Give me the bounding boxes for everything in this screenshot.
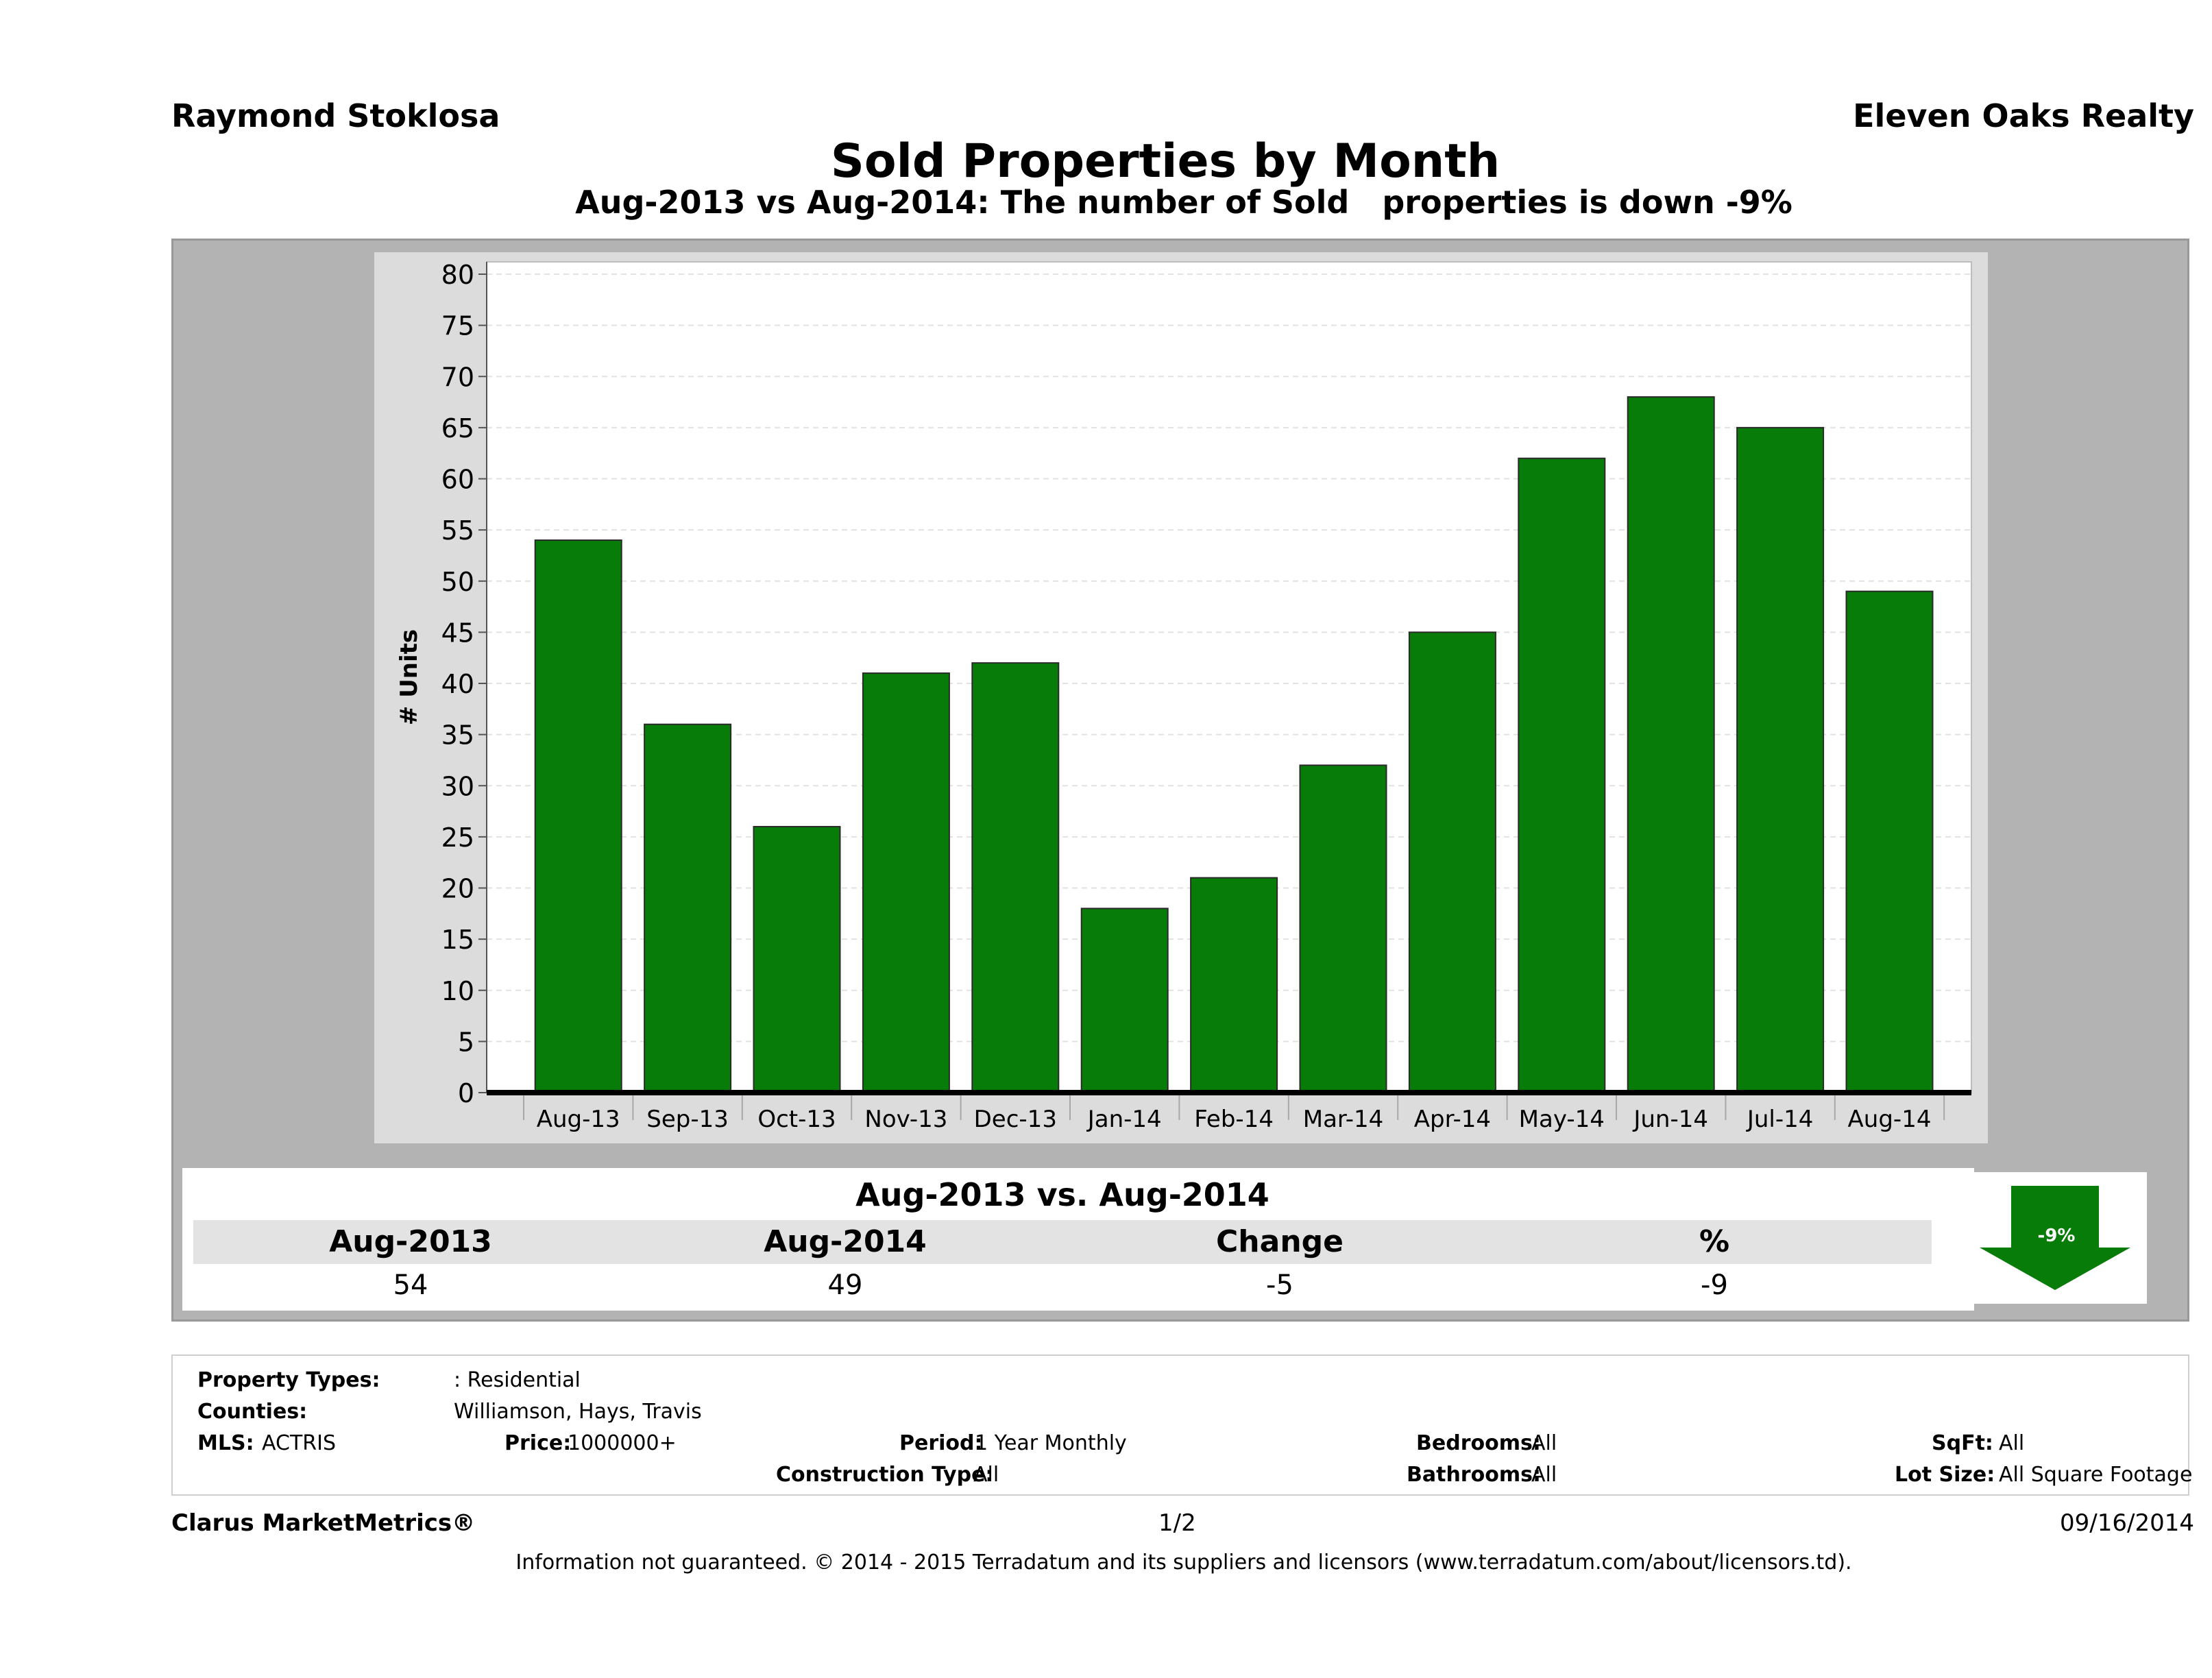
y-tick-label: 75 (441, 311, 474, 341)
summary-title: Aug-2013 vs. Aug-2014 (193, 1174, 1932, 1216)
x-tick-label: Oct-13 (757, 1106, 836, 1133)
y-tick-label: 60 (441, 465, 474, 495)
summary-header-row: Aug-2013 Aug-2014 Change % (193, 1220, 1932, 1264)
x-tick-label: Aug-14 (1848, 1106, 1932, 1133)
mls-value: ACTRIS (262, 1431, 337, 1455)
bar-chart: 0 5 10 15 20 25 30 35 40 45 50 55 60 65 70 75 80 Aug-13 Se… (396, 260, 1972, 1133)
bar (1627, 396, 1715, 1094)
bar (1190, 877, 1278, 1093)
lot-size-label: Lot Size: (1895, 1463, 1995, 1487)
trend-arrow-box (1963, 1172, 2147, 1304)
summary-header-aug2013: Aug-2013 (329, 1224, 492, 1259)
price-label: Price: (505, 1431, 572, 1455)
product-name: Clarus MarketMetrics® (171, 1509, 476, 1537)
summary-value-aug2014: 49 (827, 1269, 863, 1301)
bar (753, 825, 841, 1093)
y-tick-label: 15 (441, 925, 474, 955)
y-tick-label: 10 (441, 976, 474, 1006)
bar (1408, 631, 1496, 1093)
summary-value-row: 54 49 -5 -9 (193, 1265, 1932, 1305)
bar (644, 723, 732, 1093)
bar (1736, 426, 1825, 1093)
x-tick-label: Apr-14 (1414, 1106, 1491, 1133)
summary-value-change: -5 (1266, 1269, 1293, 1301)
bar (971, 662, 1060, 1093)
search-criteria-panel: Property Types: : Residential Counties: … (171, 1354, 2193, 1496)
trend-arrow-label: -9% (2037, 1226, 2076, 1246)
x-tick-label: Jan-14 (1086, 1106, 1162, 1133)
property-types-value: : Residential (454, 1368, 581, 1392)
bathrooms-label: Bathrooms: (1407, 1463, 1541, 1487)
summary-header-change: Change (1216, 1224, 1344, 1259)
mls-label: MLS: (197, 1431, 254, 1455)
counties-value: Williamson, Hays, Travis (454, 1400, 702, 1424)
lot-size-value: All Square Footage (1999, 1463, 2193, 1487)
x-tick-label: Mar-14 (1303, 1106, 1384, 1133)
x-tick-label: Dec-13 (974, 1106, 1057, 1133)
bar (862, 672, 950, 1093)
counties-label: Counties: (197, 1400, 308, 1424)
price-value: 1000000+ (568, 1431, 677, 1455)
summary-header-aug2014: Aug-2014 (764, 1224, 927, 1259)
y-tick-label: 0 (458, 1078, 474, 1108)
sqft-label: SqFt: (1932, 1431, 1993, 1455)
down-arrow-icon (1980, 1186, 2130, 1290)
y-tick-label: 50 (441, 567, 474, 597)
summary-value-percent: -9 (1701, 1269, 1728, 1301)
bar (534, 539, 622, 1093)
period-label: Period: (899, 1431, 983, 1455)
y-tick-label: 45 (441, 618, 474, 648)
y-tick-label: 55 (441, 515, 474, 546)
x-tick-label: Nov-13 (864, 1106, 947, 1133)
chart-title: Sold Properties by Month (830, 134, 1500, 189)
x-tick-label: May-14 (1519, 1106, 1605, 1133)
period-value: 1 Year Monthly (975, 1431, 1127, 1455)
bar (1518, 457, 1606, 1093)
property-types-label: Property Types: (197, 1368, 380, 1392)
report-date: 09/16/2014 (2060, 1509, 2194, 1537)
bedrooms-value: All (1531, 1431, 1557, 1455)
bedrooms-label: Bedrooms: (1416, 1431, 1541, 1455)
disclaimer: Information not guaranteed. © 2014 - 201… (515, 1551, 1852, 1574)
sqft-value: All (1999, 1431, 2025, 1455)
summary-value-aug2013: 54 (393, 1269, 428, 1301)
x-tick-label: Sep-13 (646, 1106, 729, 1133)
chart-area: 0 5 10 15 20 25 30 35 40 45 50 55 60 65 70 75 80 Aug-13 Se… (374, 252, 1988, 1143)
y-tick-label: 30 (441, 771, 474, 801)
bar (1845, 590, 1934, 1093)
y-tick-label: 5 (458, 1027, 474, 1057)
agent-name: Raymond Stoklosa (171, 97, 500, 134)
construction-type-label: Construction Type: (776, 1463, 994, 1487)
brokerage-name: Eleven Oaks Realty (1853, 97, 2194, 134)
y-axis-label: # Units (396, 629, 423, 725)
y-tick-label: 80 (441, 260, 474, 290)
y-tick-label: 20 (441, 874, 474, 904)
chart-subtitle: Aug-2013 vs Aug-2014: The number of Sold… (575, 184, 1792, 221)
y-tick-label: 70 (441, 362, 474, 392)
construction-type-value: All (973, 1463, 999, 1487)
x-tick-label: Feb-14 (1194, 1106, 1274, 1133)
bathrooms-value: All (1531, 1463, 1557, 1487)
page-number: 1/2 (1158, 1509, 1196, 1537)
y-tick-label: 35 (441, 720, 474, 751)
summary-header-percent: % (1699, 1224, 1730, 1259)
y-tick-label: 40 (441, 669, 474, 699)
x-tick-label: Aug-13 (537, 1106, 620, 1133)
x-tick-label: Jun-14 (1632, 1106, 1708, 1133)
bar (1299, 764, 1387, 1094)
y-tick-label: 25 (441, 823, 474, 853)
y-tick-label: 65 (441, 413, 474, 443)
bar (1080, 908, 1169, 1093)
x-tick-label: Jul-14 (1746, 1106, 1814, 1133)
